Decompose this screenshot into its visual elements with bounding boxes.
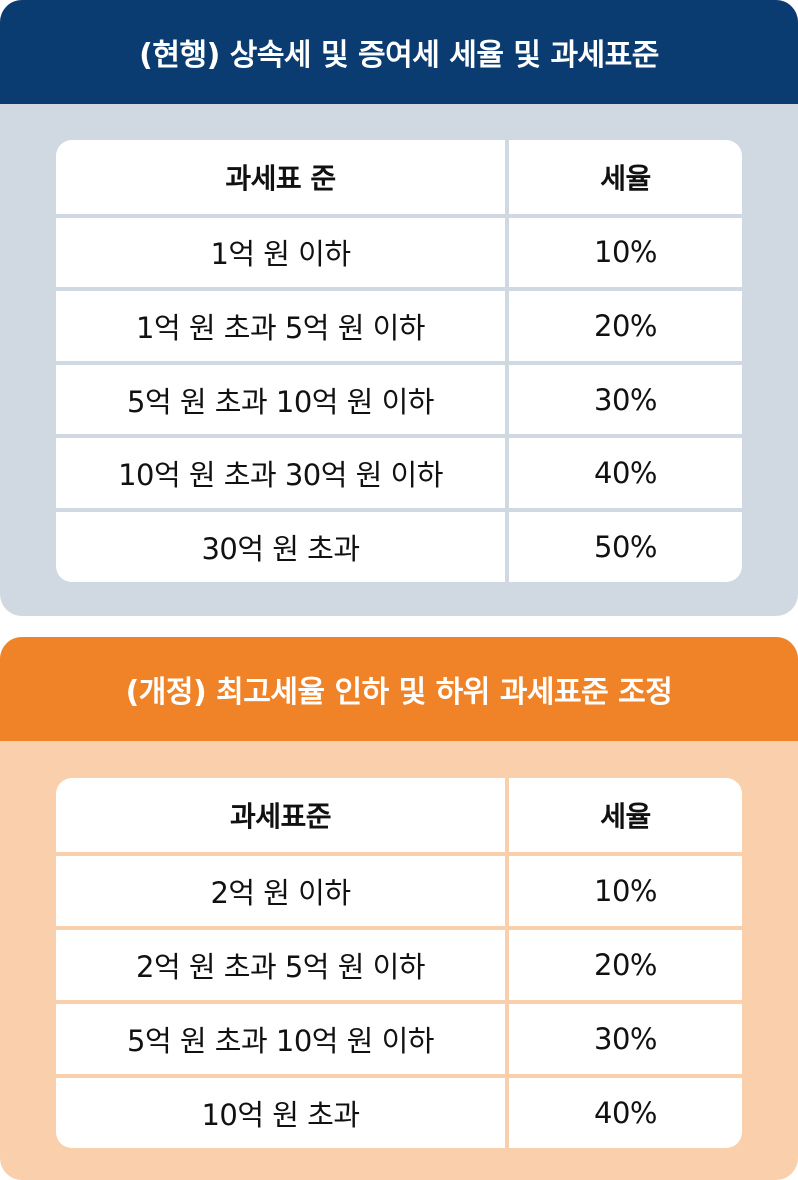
tax-rate-cell: 20% (594, 948, 657, 982)
table-row: 10억 원 초과 30억 원 이하 40% (56, 434, 742, 508)
column-header-tax-rate: 세율 (600, 161, 651, 195)
current-tax-table: 과세표 준 세율 1억 원 이하 10% 1억 원 초과 5억 원 이하 20%… (56, 140, 742, 582)
tax-base-cell: 5억 원 초과 10억 원 이하 (56, 1004, 509, 1074)
tax-rate-cell: 40% (594, 1096, 657, 1130)
table-row: 1억 원 초과 5억 원 이하 20% (56, 287, 742, 361)
tax-rate-cell: 20% (594, 308, 657, 343)
tax-base-cell: 1억 원 초과 5억 원 이하 (56, 291, 509, 361)
revised-panel-title: (개정) 최고세율 인하 및 하위 과세표준 조정 (0, 637, 798, 741)
table-row: 30억 원 초과 50% (56, 507, 742, 582)
table-header-row: 과세표준 세율 (56, 778, 742, 852)
tax-rate-cell: 10% (594, 235, 657, 270)
tax-base-cell: 10억 원 초과 30억 원 이하 (56, 438, 509, 508)
table-row: 2억 원 이하 10% (56, 852, 742, 926)
tax-rate-cell: 50% (594, 529, 657, 564)
tax-rate-cell: 30% (594, 382, 657, 417)
current-panel-title: (현행) 상속세 및 증여세 세율 및 과세표준 (0, 0, 798, 104)
tax-rate-cell: 30% (594, 1022, 657, 1056)
table-row: 5억 원 초과 10억 원 이하 30% (56, 1000, 742, 1074)
table-row: 5억 원 초과 10억 원 이하 30% (56, 360, 742, 435)
revised-tax-panel: (개정) 최고세율 인하 및 하위 과세표준 조정 과세표준 세율 2억 원 이… (0, 637, 798, 1180)
column-header-tax-base: 과세표준 (56, 778, 509, 852)
column-header-tax-base: 과세표 준 (56, 140, 509, 214)
revised-tax-table: 과세표준 세율 2억 원 이하 10% 2억 원 초과 5억 원 이하 20% … (56, 778, 742, 1148)
table-row: 2억 원 초과 5억 원 이하 20% (56, 926, 742, 1000)
table-row: 1억 원 이하 10% (56, 213, 742, 288)
tax-base-cell: 1억 원 이하 (56, 217, 509, 288)
column-header-tax-rate: 세율 (600, 800, 651, 833)
tax-rate-cell: 40% (594, 456, 657, 491)
tax-rate-cell: 10% (594, 874, 657, 908)
tax-base-cell: 5억 원 초과 10억 원 이하 (56, 364, 509, 435)
tax-base-cell: 30억 원 초과 (56, 511, 509, 582)
tax-base-cell: 10억 원 초과 (56, 1078, 509, 1148)
tax-base-cell: 2억 원 초과 5억 원 이하 (56, 930, 509, 1000)
table-row: 10억 원 초과 40% (56, 1074, 742, 1148)
tax-base-cell: 2억 원 이하 (56, 856, 509, 926)
table-header-row: 과세표 준 세율 (56, 140, 742, 214)
current-tax-panel: (현행) 상속세 및 증여세 세율 및 과세표준 과세표 준 세율 1억 원 이… (0, 0, 798, 616)
